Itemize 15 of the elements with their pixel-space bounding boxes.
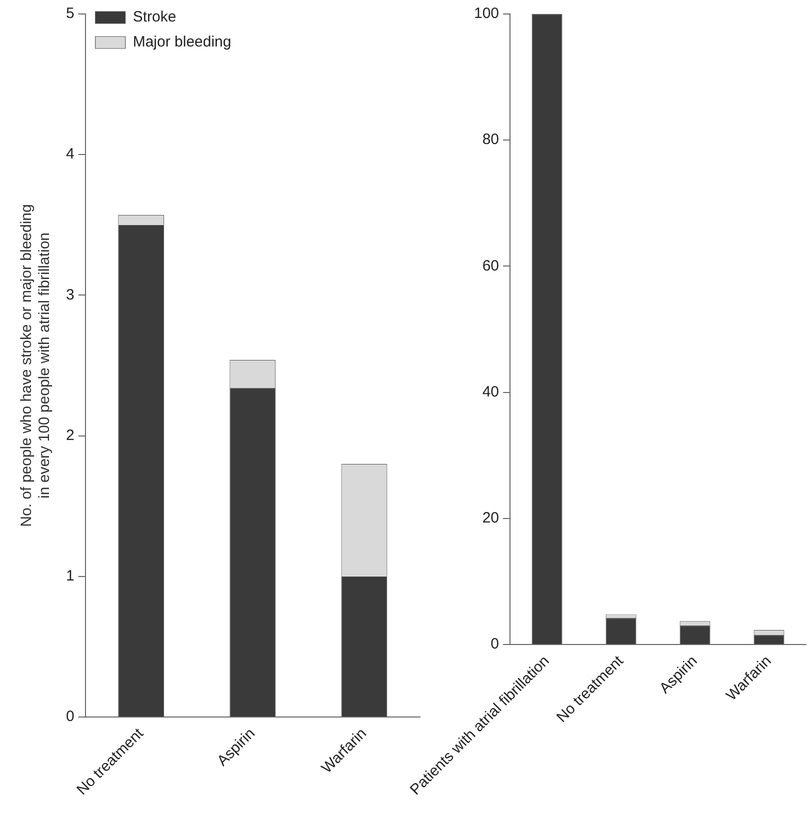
y-tick-label: 0 (66, 708, 74, 726)
y-axis-title: No. of people who have stroke or major bleeding in every 100 people with atrial fibrillation (18, 204, 54, 527)
y-tick-label: 0 (490, 636, 500, 653)
y-tick-label: 80 (482, 131, 500, 148)
y-tick-label: 100 (474, 5, 500, 22)
y-tick-label: 60 (482, 257, 500, 274)
y-tick-label: 20 (482, 510, 500, 526)
y-tick-label: 2 (66, 426, 74, 444)
y-tick-label: 40 (482, 383, 500, 400)
y-tick-label: 4 (66, 146, 74, 163)
y-tick-label: 3 (66, 286, 74, 304)
y-tick-label: 1 (66, 568, 74, 585)
y-tick-label: 5 (66, 5, 74, 22)
legend-label: Stroke (132, 8, 176, 26)
legend-label: Major bleeding (132, 34, 232, 51)
